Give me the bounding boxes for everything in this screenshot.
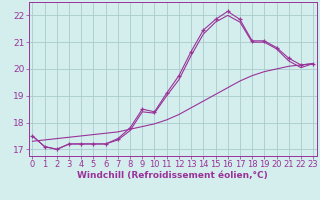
X-axis label: Windchill (Refroidissement éolien,°C): Windchill (Refroidissement éolien,°C) [77, 171, 268, 180]
